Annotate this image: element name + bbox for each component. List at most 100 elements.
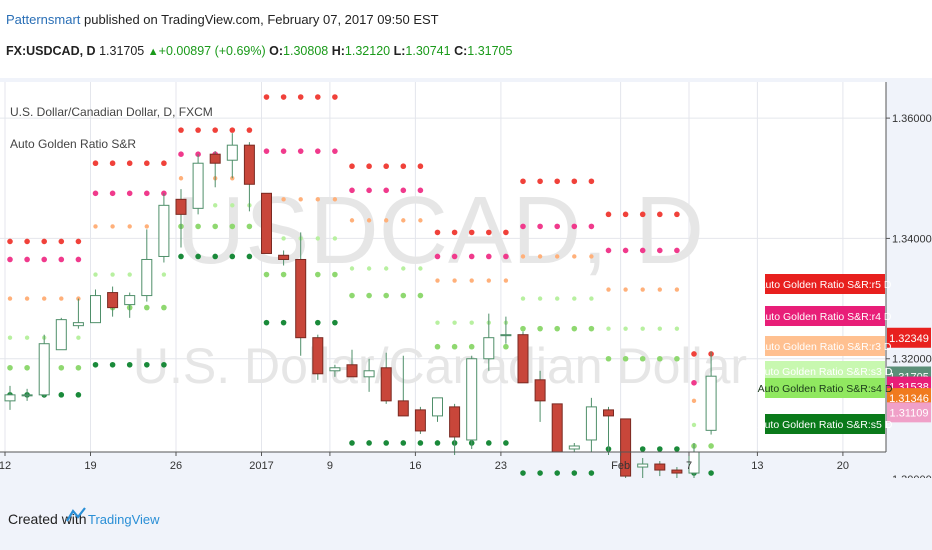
sr-dot-s4 [639,355,646,362]
legend-label: Auto Golden Ratio S&R:r3 D [758,341,891,353]
sr-dot-r4 [41,256,47,263]
sr-dot-s5 [400,440,407,446]
sr-dot-r4 [605,247,612,254]
sr-dot-r5 [571,178,578,185]
legend-label: Auto Golden Ratio S&R:r5 D [758,279,891,291]
author-link[interactable]: Patternsmart [6,12,81,27]
sr-dot-r3 [418,218,423,223]
sr-dot-s4 [588,325,595,332]
indicator-title: Auto Golden Ratio S&R [10,137,136,151]
sr-dot-r3 [555,254,560,259]
sr-dot-r4 [366,187,372,194]
sr-dot-s3 [520,296,526,301]
time-tick-label: Feb [611,460,630,472]
sr-dot-r5 [263,94,270,100]
sr-dot-r3 [110,224,115,229]
sr-dot-r5 [195,127,201,133]
tradingview-brand[interactable]: TradingView [88,512,160,527]
sr-dot-r3 [127,224,132,229]
candle-body [312,337,324,375]
sr-dot-r5 [109,160,116,167]
sr-dot-r4 [109,190,116,197]
sr-dot-s4 [161,304,167,311]
sr-dot-r5 [400,163,407,170]
sr-dot-r4 [315,148,321,154]
candle-body [654,463,666,471]
sr-dot-r4 [332,148,338,154]
sr-dot-s4 [468,343,475,350]
watermark-symbol: USDCAD, D [176,177,704,284]
sr-dot-r5 [315,94,321,100]
footer: Created with TradingView [0,478,932,550]
sr-dot-r3 [298,197,303,202]
price-tick-label: 1.32000 [892,354,932,366]
price-tick-label: 1.36000 [892,113,932,125]
sr-dot-r5 [92,160,99,167]
sr-dot-r4 [92,190,99,197]
sr-dot-s3 [418,266,423,271]
sr-dot-s5 [92,361,99,368]
sr-dot-r3 [589,254,594,259]
sr-dot-r5 [75,238,82,245]
sr-dot-r5 [451,229,458,236]
sr-dot-r3 [640,287,645,292]
time-tick-label: 23 [495,460,507,472]
sr-dot-s3 [161,272,167,277]
symbol-line: FX:USDCAD, D 1.31705 ▲+0.00897 (+0.69%) … [6,44,512,58]
open-value: 1.30808 [283,44,329,58]
sr-dot-s5 [263,319,270,326]
sr-dot-s4 [263,271,270,278]
sr-dot-r5 [332,94,338,100]
price-chart[interactable]: USDCAD, D U.S. Dollar/Canadian Dollar 1.… [0,78,932,478]
sr-dot-r4 [657,247,663,254]
sr-dot-s3 [24,335,30,340]
sr-dot-r3 [606,287,611,292]
sr-dot-s3 [537,296,543,301]
sr-dot-s5 [332,319,338,326]
sr-dot-r5 [588,178,595,185]
price-tag-label: 1.32349 [889,333,929,345]
sr-dot-s3 [435,320,440,325]
candle-body [466,358,478,441]
sr-dot-s5 [195,253,201,260]
candle-body [517,334,529,384]
time-axis[interactable]: 12 19 26 2017 9 16 23 Feb 7 13 20 [0,452,849,472]
sr-dot-s4 [708,443,714,449]
sr-dot-r3 [435,278,440,283]
price-change: +0.00897 (+0.69%) [158,44,266,58]
sr-dot-r5 [366,163,372,170]
sr-dot-r3 [572,254,577,259]
legend-box [765,274,885,294]
price-axis[interactable]: 1.36000 1.34000 1.32000 1.30000 [886,113,932,478]
open-label: O: [269,44,284,58]
sr-dot-r4 [75,256,82,263]
sr-dot-s4 [400,292,407,299]
sr-dot-s3 [366,266,372,271]
sr-dot-r5 [605,211,612,218]
sr-dot-r5 [434,229,441,236]
sr-dot-s4 [622,355,629,362]
time-tick-label: 9 [327,460,333,472]
sr-dot-s4 [195,223,201,230]
created-with-text: Created with [8,511,87,527]
sr-dot-r5 [58,238,65,245]
sr-dot-s5 [161,361,167,368]
legend-box [765,361,885,381]
sr-dot-r3 [24,296,30,301]
sr-dot-s4 [212,223,218,230]
sr-dot-s3 [281,236,286,241]
sr-dot-r3 [230,176,235,181]
sr-dot-s5 [434,440,441,446]
sr-dot-r3 [178,176,184,181]
sr-dot-r3 [657,287,662,292]
sr-dot-r4 [434,253,441,260]
sr-dot-r5 [468,229,475,236]
sr-dot-s5 [109,361,116,368]
candle-body [158,204,170,257]
sr-dot-r4 [195,151,201,157]
sr-dot-r5 [503,229,509,236]
sr-dot-r3 [59,296,64,301]
sr-dot-r4 [503,253,509,260]
candle-body [363,370,375,378]
